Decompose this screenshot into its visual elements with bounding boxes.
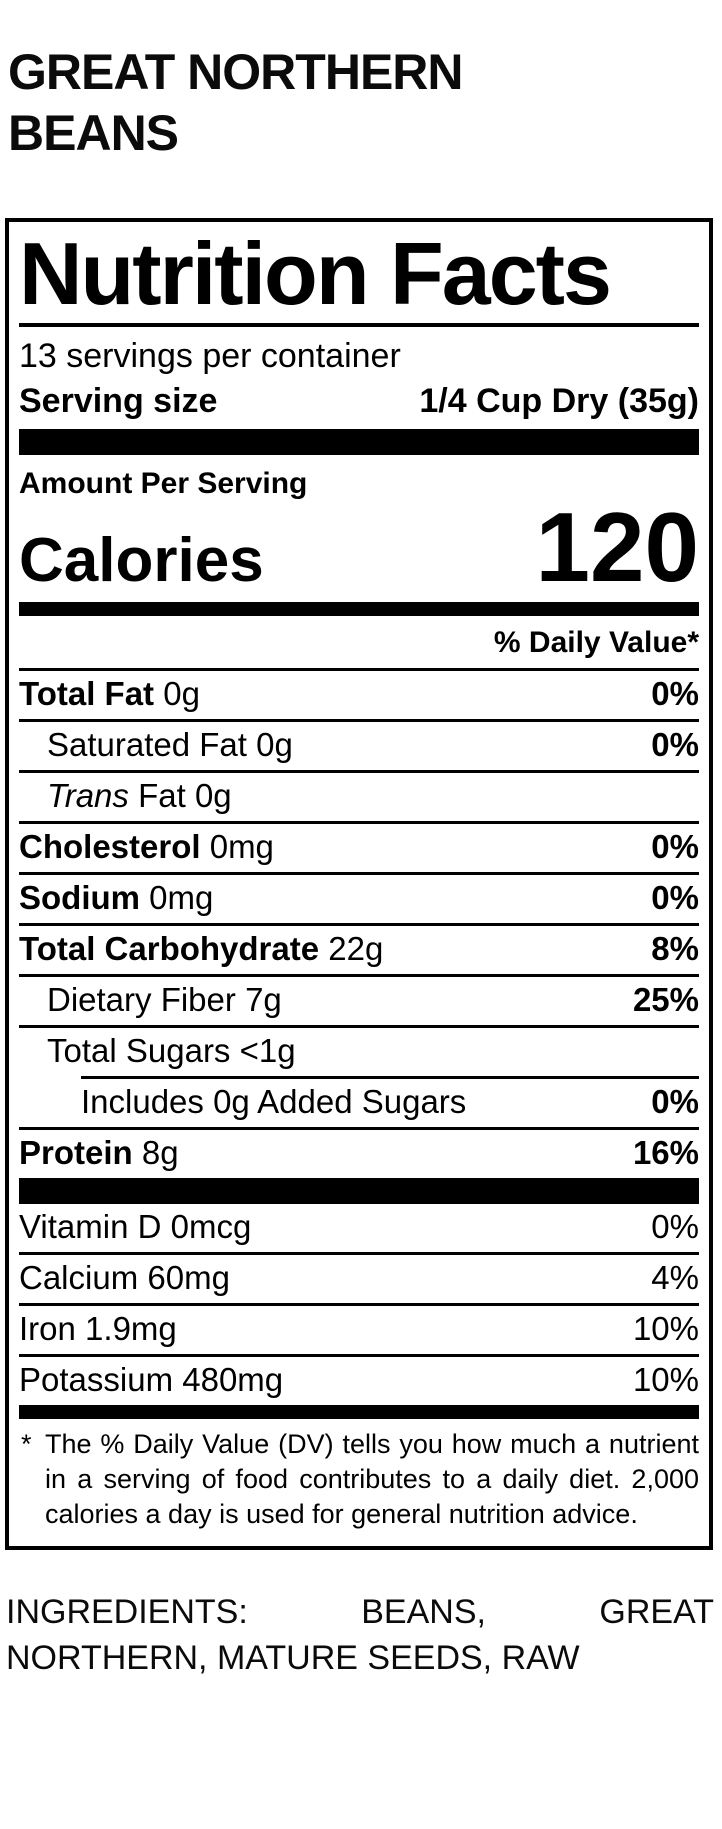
nutrient-name: Calcium 60mg [19,1258,230,1296]
nutrient-row: Calcium 60mg 4% [19,1251,699,1303]
footnote-asterisk: * [21,1428,32,1459]
daily-value-percent: 25% [632,981,699,1019]
product-title: GREAT NORTHERN BEANS [8,44,464,161]
nutrient-row: Iron 1.9mg 10% [19,1302,699,1354]
title-rule [19,323,699,328]
nutrient-rows: Total Fat 0g 0% Saturated Fat 0g 0% Trans Fa… [19,671,699,1177]
nutrient-row: Total Carbohydrate 22g 8% [19,923,699,974]
footnote-text: The % Daily Value (DV) tells you how muc… [45,1428,699,1529]
serving-size-label: Serving size [19,382,218,421]
nutrient-name: Total Fat 0g [19,675,200,713]
daily-value-percent: 0% [651,726,699,764]
daily-value-percent: 4% [651,1258,699,1296]
nutrient-name: Trans Fat 0g [47,777,232,815]
nutrient-row: Sodium 0mg 0% [19,872,699,923]
calories-value: 120 [535,492,699,603]
servings-per-container: 13 servings per container [19,337,401,376]
calories-label: Calories [19,526,264,596]
nutrient-row: Includes 0g Added Sugars 0% [81,1075,699,1127]
nutrient-name: Includes 0g Added Sugars [81,1082,467,1120]
daily-value-percent: 8% [651,930,699,968]
ingredients-statement: INGREDIENTS: BEANS, GREAT NORTHERN, MATU… [6,1592,714,1677]
page: { "product": { "title": "GREAT NORTHERN … [0,42,722,1829]
daily-value-percent: 0% [651,1207,699,1245]
nutrient-row: Vitamin D 0mcg 0% [19,1204,699,1252]
serving-size-value: 1/4 Cup Dry (35g) [419,382,699,421]
daily-value-percent: 16% [632,1133,699,1171]
nutrient-row: Dietary Fiber 7g 25% [19,974,699,1025]
nutrient-row: Potassium 480mg 10% [19,1353,699,1405]
daily-value-percent: 0% [651,828,699,866]
separator-bar-medium-bottom [19,1404,699,1419]
nutrient-name: Dietary Fiber 7g [47,981,282,1019]
nutrient-row: Total Fat 0g 0% [19,671,699,719]
nutrient-name: Vitamin D 0mcg [19,1207,252,1245]
vitamin-rows: Vitamin D 0mcg 0% Calcium 60mg 4% Iron 1.9mg… [19,1204,699,1405]
daily-value-percent: 10% [632,1309,699,1347]
serving-size-row: Serving size 1/4 Cup Dry (35g) [19,379,699,429]
nutrient-row: Trans Fat 0g [19,770,699,821]
amount-per-serving-label: Amount Per Serving [19,467,308,501]
daily-value-percent: 0% [651,675,699,713]
nutrient-name: Cholesterol 0mg [19,828,274,866]
nutrient-name: Protein 8g [19,1133,179,1171]
nutrient-name: Iron 1.9mg [19,1309,177,1347]
nutrient-row: Protein 8g 16% [19,1126,699,1178]
daily-value-footnote: * The % Daily Value (DV) tells you how m… [19,1419,699,1538]
nutrition-facts-label: Nutrition Facts 13 servings per containe… [5,218,713,1550]
nutrient-row: Total Sugars <1g [19,1024,699,1076]
daily-value-percent: 0% [651,879,699,917]
nutrient-row: Cholesterol 0mg 0% [19,821,699,872]
daily-value-header: % Daily Value* [19,616,699,672]
separator-bar-thick-protein [19,1177,699,1204]
nutrient-name: Total Sugars <1g [47,1031,296,1069]
calories-row: Calories 120 [19,492,699,603]
nutrient-name: Total Carbohydrate 22g [19,930,384,968]
nutrient-name: Potassium 480mg [19,1360,284,1398]
separator-bar-thick-top [19,429,699,456]
separator-bar-medium-calories [19,602,699,617]
nutrient-row: Saturated Fat 0g 0% [19,719,699,770]
nutrient-name: Sodium 0mg [19,879,214,917]
nutrient-name: Saturated Fat 0g [47,726,293,764]
nutrition-facts-title: Nutrition Facts [19,224,612,323]
daily-value-percent: 0% [651,1082,699,1120]
daily-value-percent: 10% [632,1360,699,1398]
